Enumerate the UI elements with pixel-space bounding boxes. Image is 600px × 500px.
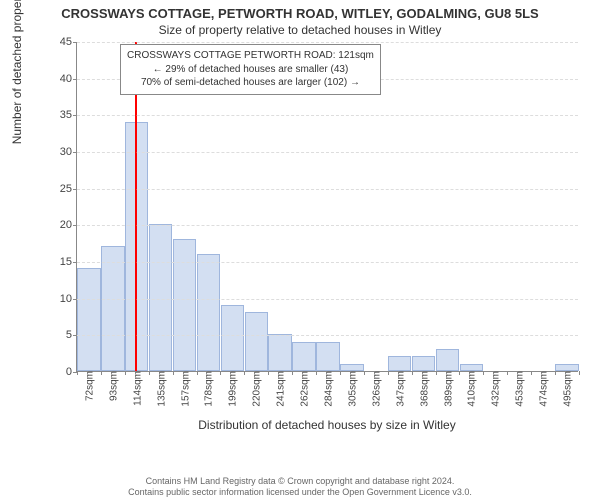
legend-line-1: CROSSWAYS COTTAGE PETWORTH ROAD: 121sqm [127, 49, 374, 63]
y-tick: 15 [60, 256, 77, 268]
bar [173, 239, 196, 371]
bar [221, 305, 244, 371]
bar [555, 364, 578, 371]
y-axis-label: Number of detached properties [10, 0, 24, 144]
y-tick: 10 [60, 293, 77, 305]
title-sub: Size of property relative to detached ho… [0, 21, 600, 41]
bar [340, 364, 363, 371]
chart: Number of detached properties 0510152025… [48, 42, 578, 412]
x-tick: 347sqm [393, 371, 406, 407]
x-tick: 410sqm [465, 371, 478, 407]
y-tick: 40 [60, 73, 77, 85]
title-main: CROSSWAYS COTTAGE, PETWORTH ROAD, WITLEY… [0, 0, 600, 21]
legend-line-2: ← 29% of detached houses are smaller (43… [127, 63, 374, 77]
x-tick: 453sqm [513, 371, 526, 407]
bar [436, 349, 459, 371]
x-tick: 199sqm [226, 371, 239, 407]
x-tick: 305sqm [345, 371, 358, 407]
x-tick: 157sqm [178, 371, 191, 407]
y-tick: 25 [60, 183, 77, 195]
y-tick: 20 [60, 219, 77, 231]
y-tick: 5 [66, 329, 77, 341]
y-tick: 30 [60, 146, 77, 158]
x-tick: 72sqm [82, 371, 95, 401]
x-tick: 241sqm [274, 371, 287, 407]
x-tick: 389sqm [441, 371, 454, 407]
bar [292, 342, 315, 371]
bar [197, 254, 220, 371]
x-tick: 432sqm [489, 371, 502, 407]
y-tick: 45 [60, 36, 77, 48]
bar [460, 364, 483, 371]
x-tick: 262sqm [298, 371, 311, 407]
bar [268, 334, 291, 371]
x-tick: 114sqm [130, 371, 143, 406]
bar [412, 356, 435, 371]
bar [388, 356, 411, 371]
x-tick: 135sqm [154, 371, 167, 407]
y-tick: 35 [60, 109, 77, 121]
footer: Contains HM Land Registry data © Crown c… [0, 476, 600, 499]
x-tick: 326sqm [369, 371, 382, 407]
footer-line-2: Contains public sector information licen… [0, 487, 600, 498]
bar [316, 342, 339, 371]
legend-line-3: 70% of semi-detached houses are larger (… [127, 76, 374, 90]
x-tick: 178sqm [202, 371, 215, 407]
x-axis-label: Distribution of detached houses by size … [76, 418, 578, 464]
bar [101, 246, 124, 371]
x-tick: 93sqm [106, 371, 119, 401]
x-tick: 495sqm [561, 371, 574, 407]
y-tick: 0 [66, 366, 77, 378]
x-tick: 368sqm [417, 371, 430, 407]
x-tick: 220sqm [250, 371, 263, 407]
footer-line-1: Contains HM Land Registry data © Crown c… [0, 476, 600, 487]
x-tick: 474sqm [537, 371, 550, 407]
x-tick: 284sqm [322, 371, 335, 407]
legend-box: CROSSWAYS COTTAGE PETWORTH ROAD: 121sqm … [120, 44, 381, 95]
bar [77, 268, 100, 371]
bar [245, 312, 268, 371]
